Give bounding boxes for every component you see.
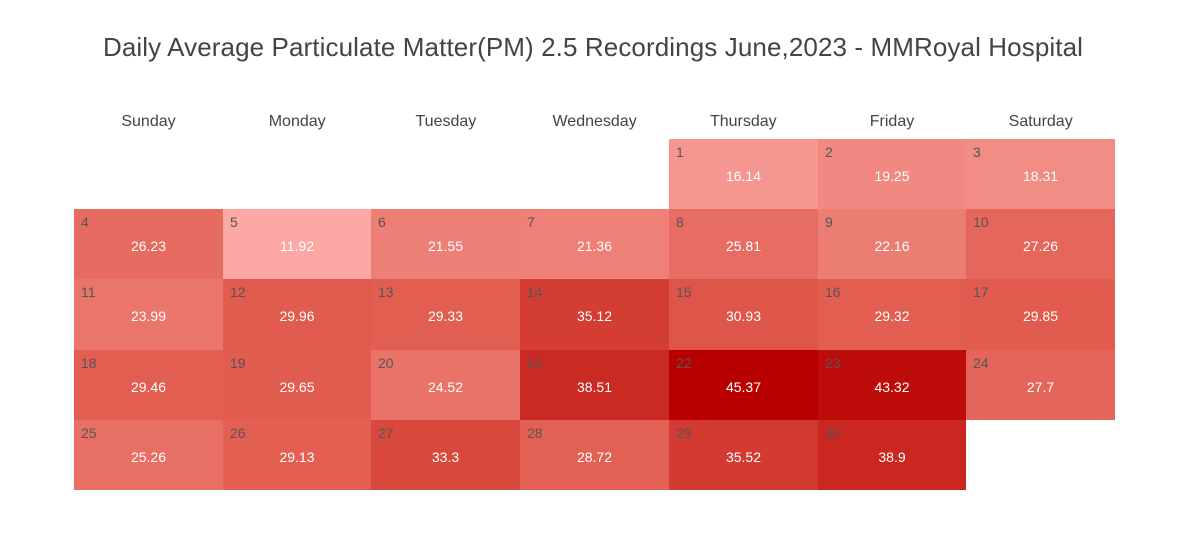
value-label: 26.23 — [130, 238, 167, 254]
day-number-label: 17 — [973, 284, 989, 300]
heatmap-cell-day-22: 22 45.37 — [669, 350, 818, 420]
heatmap-cell-day-16: 16 29.32 — [818, 279, 966, 350]
value-label: 29.13 — [279, 449, 315, 465]
value-label: 29.32 — [874, 308, 910, 324]
heatmap-cell-day-7: 7 21.36 — [520, 209, 669, 279]
heatmap-cell-day-3: 3 18.31 — [966, 139, 1115, 209]
weekday-header-sunday: Sunday — [121, 113, 176, 130]
value-label: 16.14 — [725, 168, 762, 184]
day-number-label: 30 — [825, 425, 841, 441]
day-number-label: 3 — [973, 144, 981, 160]
value-label: 29.46 — [130, 379, 167, 395]
value-label: 35.12 — [576, 308, 613, 324]
day-number-label: 24 — [973, 355, 989, 371]
heatmap-cell-day-5: 5 11.92 — [223, 209, 371, 279]
heatmap-cell-day-29: 29 35.52 — [669, 420, 818, 490]
value-label: 28.72 — [576, 449, 613, 465]
heatmap-cell-day-14: 14 35.12 — [520, 279, 669, 350]
value-label: 27.26 — [1022, 238, 1059, 254]
weekday-header-thursday: Thursday — [709, 113, 777, 130]
weekday-header-monday: Monday — [268, 113, 326, 130]
day-number-label: 11 — [81, 284, 96, 300]
heatmap-cell-day-19: 19 29.65 — [223, 350, 371, 420]
weekday-header-friday: Friday — [869, 113, 915, 130]
heatmap-cell-day-26: 26 29.13 — [223, 420, 371, 490]
day-number-label: 14 — [527, 284, 543, 300]
day-number-label: 9 — [825, 214, 833, 230]
day-number-label: 7 — [527, 214, 535, 230]
weekday-header-wednesday: Wednesday — [552, 113, 637, 130]
value-label: 18.31 — [1022, 168, 1059, 184]
value-label: 21.55 — [427, 238, 464, 254]
value-label: 43.32 — [874, 379, 910, 395]
value-label: 21.36 — [576, 238, 613, 254]
day-number-label: 20 — [378, 355, 394, 371]
value-label: 24.52 — [427, 379, 464, 395]
day-number-label: 6 — [378, 214, 386, 230]
day-number-label: 10 — [973, 214, 989, 230]
value-label: 38.9 — [878, 449, 906, 465]
heatmap-cell-day-28: 28 28.72 — [520, 420, 669, 490]
heatmap-cell-day-15: 15 30.93 — [669, 279, 818, 350]
day-number-label: 28 — [527, 425, 543, 441]
value-label: 33.3 — [431, 449, 460, 465]
day-number-label: 5 — [230, 214, 238, 230]
day-number-label: 16 — [825, 284, 841, 300]
heatmap-cell-day-25: 25 25.26 — [74, 420, 223, 490]
heatmap-cell-day-8: 8 25.81 — [669, 209, 818, 279]
day-number-label: 19 — [230, 355, 246, 371]
day-number-label: 12 — [230, 284, 246, 300]
value-label: 27.7 — [1026, 379, 1055, 395]
weekday-header-tuesday: Tuesday — [415, 113, 477, 130]
value-label: 29.65 — [279, 379, 315, 395]
day-number-label: 18 — [81, 355, 97, 371]
heatmap-cell-day-12: 12 29.96 — [223, 279, 371, 350]
value-label: 11.92 — [280, 238, 314, 254]
value-label: 45.37 — [725, 379, 762, 395]
heatmap-cell-day-9: 9 22.16 — [818, 209, 966, 279]
day-number-label: 22 — [676, 355, 692, 371]
value-label: 29.96 — [279, 308, 315, 324]
day-number-label: 2 — [825, 144, 833, 160]
heatmap-cell-day-13: 13 29.33 — [371, 279, 520, 350]
value-label: 22.16 — [874, 238, 910, 254]
heatmap-cell-day-23: 23 43.32 — [818, 350, 966, 420]
heatmap-cell-day-11: 11 23.99 — [74, 279, 223, 350]
value-label: 29.85 — [1022, 308, 1059, 324]
day-number-label: 21 — [527, 355, 543, 371]
heatmap-cell-day-18: 18 29.46 — [74, 350, 223, 420]
value-label: 19.25 — [874, 168, 910, 184]
day-number-label: 27 — [378, 425, 394, 441]
day-number-label: 1 — [676, 144, 684, 160]
weekday-header-saturday: Saturday — [1008, 113, 1073, 130]
day-number-label: 29 — [676, 425, 692, 441]
heatmap-cell-day-6: 6 21.55 — [371, 209, 520, 279]
heatmap-cell-day-24: 24 27.7 — [966, 350, 1115, 420]
value-label: 30.93 — [725, 308, 762, 324]
day-number-label: 25 — [81, 425, 97, 441]
heatmap-cell-day-2: 2 19.25 — [818, 139, 966, 209]
heatmap-cell-day-30: 30 38.9 — [818, 420, 966, 490]
value-label: 29.33 — [427, 308, 464, 324]
day-number-label: 13 — [378, 284, 394, 300]
day-number-label: 26 — [230, 425, 246, 441]
value-label: 25.26 — [130, 449, 167, 465]
value-label: 35.52 — [725, 449, 762, 465]
day-number-label: 15 — [676, 284, 692, 300]
heatmap-cell-day-20: 20 24.52 — [371, 350, 520, 420]
heatmap-cell-day-27: 27 33.3 — [371, 420, 520, 490]
value-label: 25.81 — [725, 238, 762, 254]
heatmap-cell-day-4: 4 26.23 — [74, 209, 223, 279]
value-label: 38.51 — [576, 379, 613, 395]
heatmap-cell-day-1: 1 16.14 — [669, 139, 818, 209]
day-number-label: 4 — [81, 214, 89, 230]
heatmap-cell-day-17: 17 29.85 — [966, 279, 1115, 350]
chart-title: Daily Average Particulate Matter(PM) 2.5… — [102, 32, 1084, 62]
heatmap-cell-day-21: 21 38.51 — [520, 350, 669, 420]
value-label: 23.99 — [130, 308, 167, 324]
heatmap-cell-day-10: 10 27.26 — [966, 209, 1115, 279]
day-number-label: 23 — [825, 355, 841, 371]
day-number-label: 8 — [676, 214, 684, 230]
